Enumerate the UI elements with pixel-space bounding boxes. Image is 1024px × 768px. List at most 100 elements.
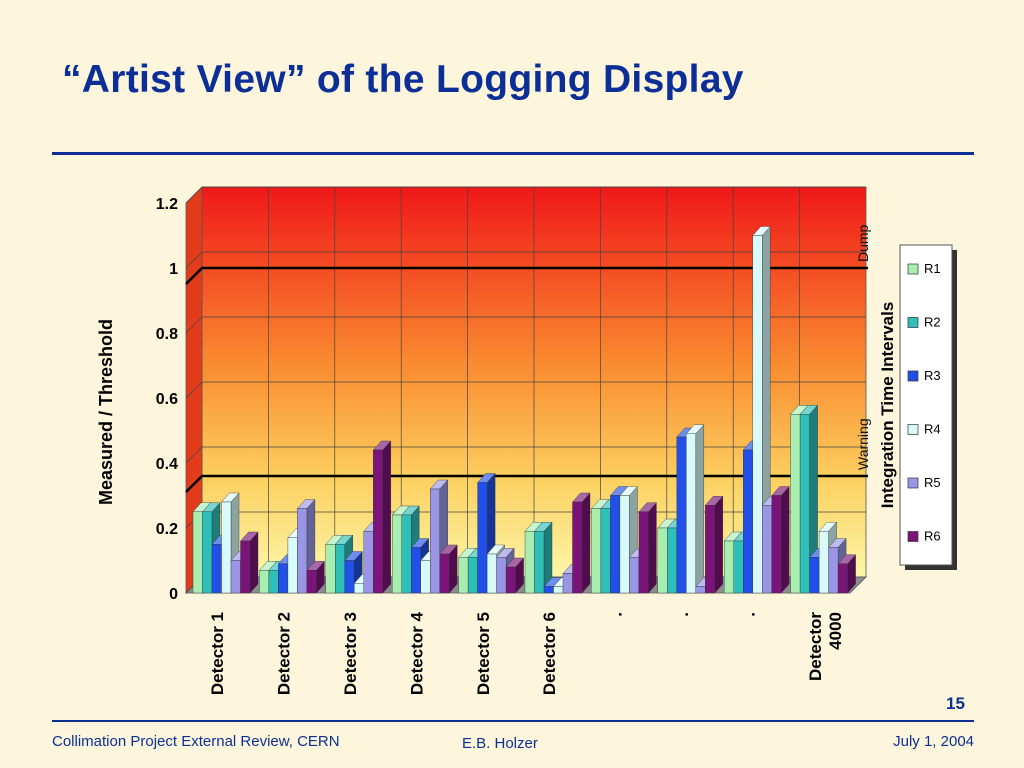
- x-tick-label: Detector 1: [208, 612, 227, 695]
- y-tick-label: 0: [169, 586, 178, 603]
- bar: [743, 449, 753, 594]
- x-tick-label: Detector 2: [275, 612, 294, 695]
- y-tick-label: 1: [169, 261, 178, 278]
- bar: [401, 514, 412, 594]
- bar-side: [781, 485, 790, 594]
- bar: [439, 553, 450, 594]
- footer-left-text: Collimation Project External Review, CER…: [52, 733, 340, 750]
- bar: [192, 511, 203, 594]
- threshold-label-dump: Dump: [855, 224, 871, 262]
- bar: [505, 566, 516, 594]
- bar-side: [714, 495, 723, 594]
- bar: [221, 501, 232, 594]
- bar: [600, 508, 611, 594]
- threshold-label-warning: Warning: [855, 418, 871, 470]
- x-tick-label: .: [739, 612, 758, 617]
- slide-title: “Artist View” of the Logging Display: [62, 58, 744, 101]
- bar: [373, 449, 383, 594]
- legend-label: R1: [924, 261, 941, 276]
- bar: [818, 531, 829, 594]
- bar: [524, 531, 535, 594]
- bar: [458, 557, 469, 594]
- page-number: 15: [946, 694, 965, 713]
- x-tick-label: Detector 3: [341, 612, 360, 695]
- threshold-line-warning: [185, 474, 868, 493]
- bar: [287, 537, 298, 594]
- y-tick-label: 0.6: [156, 391, 178, 408]
- bar: [771, 495, 782, 594]
- bar: [799, 414, 810, 594]
- threshold-line-dump: [185, 266, 868, 285]
- legend-box: [899, 244, 953, 566]
- bar: [752, 235, 763, 594]
- legend-swatch: [907, 370, 919, 382]
- bar: [657, 527, 668, 594]
- y-tick-label: 0.4: [156, 456, 178, 473]
- bar-side: [695, 424, 704, 594]
- footer-author: E.B. Holzer: [462, 735, 538, 752]
- bar: [335, 544, 345, 594]
- bar: [486, 553, 497, 594]
- legend-title: Integration Time Intervals: [878, 302, 897, 509]
- x-tick-label: .: [607, 612, 626, 617]
- bar: [762, 505, 772, 594]
- bar: [202, 511, 213, 594]
- bar: [467, 557, 478, 594]
- x-tick-label: Detector 5: [474, 612, 493, 695]
- legend-swatch: [907, 317, 919, 328]
- y-axis-label: Measured / Threshold: [96, 319, 116, 505]
- bar: [392, 514, 402, 594]
- x-tick-label: 4000: [826, 612, 845, 650]
- bar: [733, 540, 744, 594]
- y-tick-label: 1.2: [156, 196, 178, 213]
- bar-side: [648, 502, 657, 594]
- bar: [837, 563, 848, 594]
- bar: [629, 557, 640, 594]
- legend-swatch: [907, 424, 919, 435]
- legend-swatch: [907, 263, 919, 275]
- footer-date: July 1, 2004: [893, 733, 974, 750]
- bar: [420, 560, 431, 594]
- bar: [790, 414, 801, 594]
- bar-side: [249, 531, 259, 594]
- legend-swatch: [907, 477, 919, 489]
- bar: [477, 482, 488, 594]
- bar: [676, 436, 687, 594]
- bar: [638, 511, 649, 594]
- bar: [686, 433, 696, 594]
- bar: [562, 573, 573, 594]
- bar: [230, 560, 241, 594]
- bar: [306, 570, 317, 594]
- gridline-side: [185, 186, 203, 204]
- bar: [705, 505, 715, 594]
- bar: [809, 557, 820, 594]
- bar: [259, 570, 270, 594]
- bar: [572, 501, 583, 594]
- bar: [354, 583, 364, 594]
- bar: [724, 540, 734, 594]
- gridline-side: [185, 316, 203, 334]
- bar: [534, 531, 545, 594]
- bar: [430, 488, 440, 594]
- gridline-side: [185, 251, 203, 269]
- bar: [344, 560, 355, 594]
- bar: [591, 508, 602, 594]
- bar: [211, 544, 222, 594]
- legend-label: R6: [924, 529, 941, 544]
- legend-label: R3: [924, 368, 941, 383]
- bar: [240, 540, 251, 594]
- bar: [543, 586, 554, 594]
- bar: [695, 586, 706, 594]
- title-rule: [52, 152, 974, 155]
- x-tick-label: Detector: [806, 612, 825, 681]
- bar-side: [581, 492, 591, 594]
- legend-swatch: [907, 531, 919, 542]
- bar-side: [382, 440, 391, 594]
- bar: [268, 570, 279, 594]
- legend-label: R4: [924, 422, 941, 437]
- legend-label: R5: [924, 475, 941, 490]
- x-tick-label: .: [673, 612, 692, 617]
- y-tick-label: 0.2: [156, 521, 178, 538]
- bar: [610, 495, 621, 594]
